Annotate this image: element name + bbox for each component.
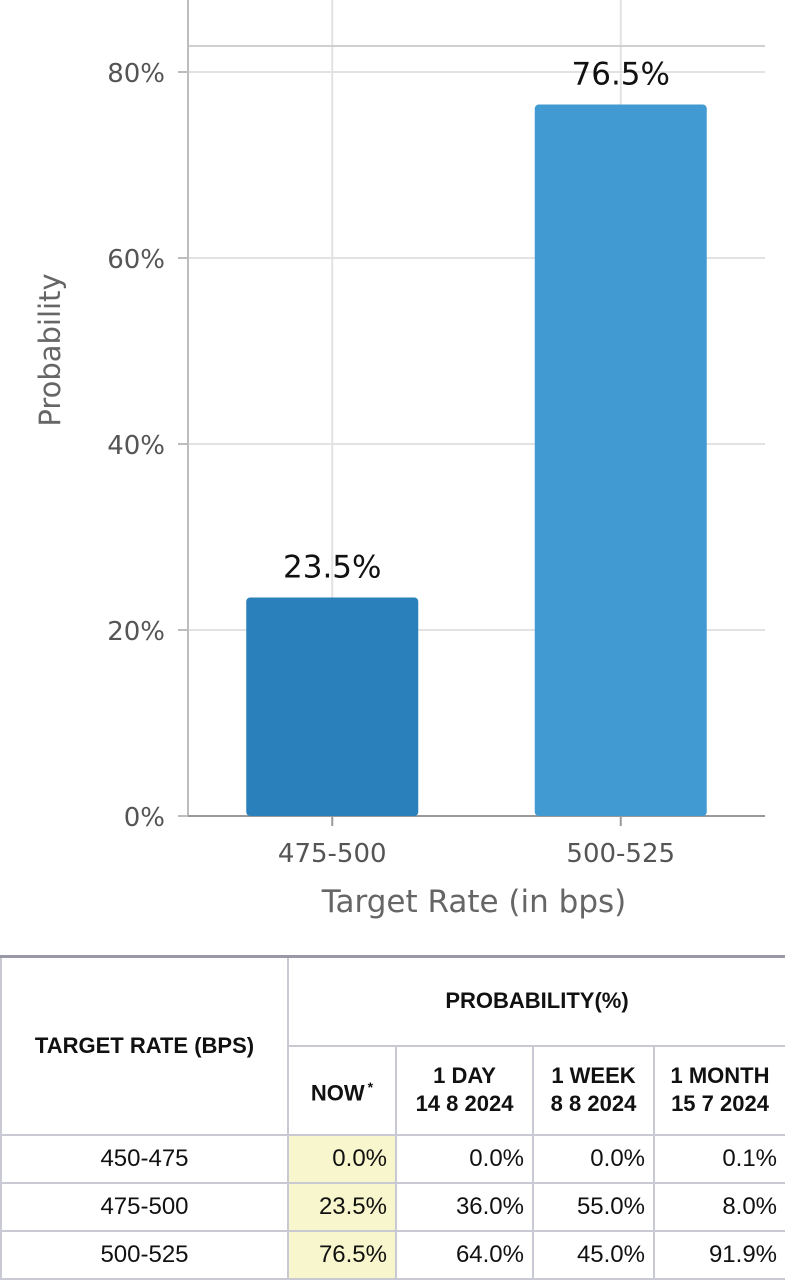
header-1-day-date: 14 8 2024 [415,1091,514,1116]
header-now-note: * [367,1078,374,1095]
header-now-label: NOW [310,1080,365,1106]
x-axis-title: Target Rate (in bps) [321,884,627,920]
y-tick-label: 0% [124,803,165,833]
bar [534,104,707,817]
table-row: 475-500 23.5% 36.0% 55.0% 8.0% [0,1181,785,1232]
cell-1-month: 8.0% [652,1181,785,1232]
header-target-rate: TARGET RATE (BPS) [0,955,289,1136]
probability-table: TARGET RATE (BPS) PROBABILITY(%) NOW * 1 … [0,955,785,1280]
bar [246,597,419,816]
header-now: NOW * [287,1044,397,1136]
y-tick-label: 80% [107,59,165,89]
x-tick-label: 475-500 [278,839,387,869]
header-1-day: 1 DAY 14 8 2024 [395,1044,534,1136]
row-rate: 450-475 [0,1133,289,1184]
header-probability: PROBABILITY(%) [286,955,785,1047]
cell-1-day: 0.0% [395,1133,534,1184]
cell-1-week: 0.0% [532,1133,655,1184]
header-1-day-label: 1 DAY [433,1063,496,1088]
y-tick-label: 40% [107,431,165,461]
cell-1-day: 36.0% [395,1181,534,1232]
y-tick-label: 20% [107,617,165,647]
header-1-month-date: 15 7 2024 [671,1091,769,1116]
header-1-week-date: 8 8 2024 [550,1091,637,1116]
probability-bar-chart: 0% 20% 40% 60% 80% 23.5% 76.5% 475-500 500-525… [33,0,765,920]
bar-data-label: 23.5% [283,549,381,585]
cell-now: 23.5% [287,1181,397,1232]
header-1-week: 1 WEEK 8 8 2024 [532,1044,655,1136]
cell-1-month: 0.1% [652,1133,785,1184]
header-1-week-label: 1 WEEK [551,1063,636,1088]
row-rate: 500-525 [0,1229,289,1280]
table-row: 500-525 76.5% 64.0% 45.0% 91.9% [0,1229,785,1280]
cell-1-week: 55.0% [532,1181,655,1232]
header-1-month-label: 1 MONTH [670,1063,770,1088]
cell-1-month: 91.9% [652,1229,785,1280]
cell-now: 76.5% [287,1229,397,1280]
table-row: 450-475 0.0% 0.0% 0.0% 0.1% [0,1133,785,1184]
cell-1-week: 45.0% [532,1229,655,1280]
bars: 23.5% 76.5% [246,57,707,817]
cell-1-day: 64.0% [395,1229,534,1280]
x-tick-labels: 475-500 500-525 [278,816,675,869]
cell-now: 0.0% [287,1133,397,1184]
probability-table-section: TARGET RATE (BPS) PROBABILITY(%) NOW * 1 … [0,955,785,1280]
y-axis-title: Probability [33,273,67,426]
row-rate: 475-500 [0,1181,289,1232]
bar-data-label: 76.5% [572,57,670,93]
x-tick-label: 500-525 [566,839,675,869]
header-1-month: 1 MONTH 15 7 2024 [652,1044,785,1136]
y-tick-label: 60% [107,245,165,275]
y-tick-labels: 0% 20% 40% 60% 80% [107,59,165,833]
